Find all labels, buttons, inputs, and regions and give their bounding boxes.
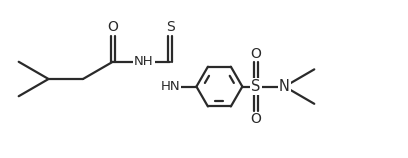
Text: S: S [251, 79, 260, 94]
Text: O: O [250, 47, 261, 61]
Text: HN: HN [160, 80, 180, 93]
Text: N: N [279, 79, 290, 94]
Text: S: S [166, 20, 175, 34]
Text: O: O [250, 112, 261, 126]
Text: O: O [107, 20, 118, 34]
Text: NH: NH [134, 55, 153, 68]
